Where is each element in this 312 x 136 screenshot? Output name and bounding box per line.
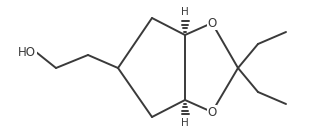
Text: O: O [207,16,217,30]
Text: H: H [181,7,189,17]
Text: O: O [207,106,217,118]
Text: H: H [181,118,189,128]
Text: HO: HO [18,46,36,58]
